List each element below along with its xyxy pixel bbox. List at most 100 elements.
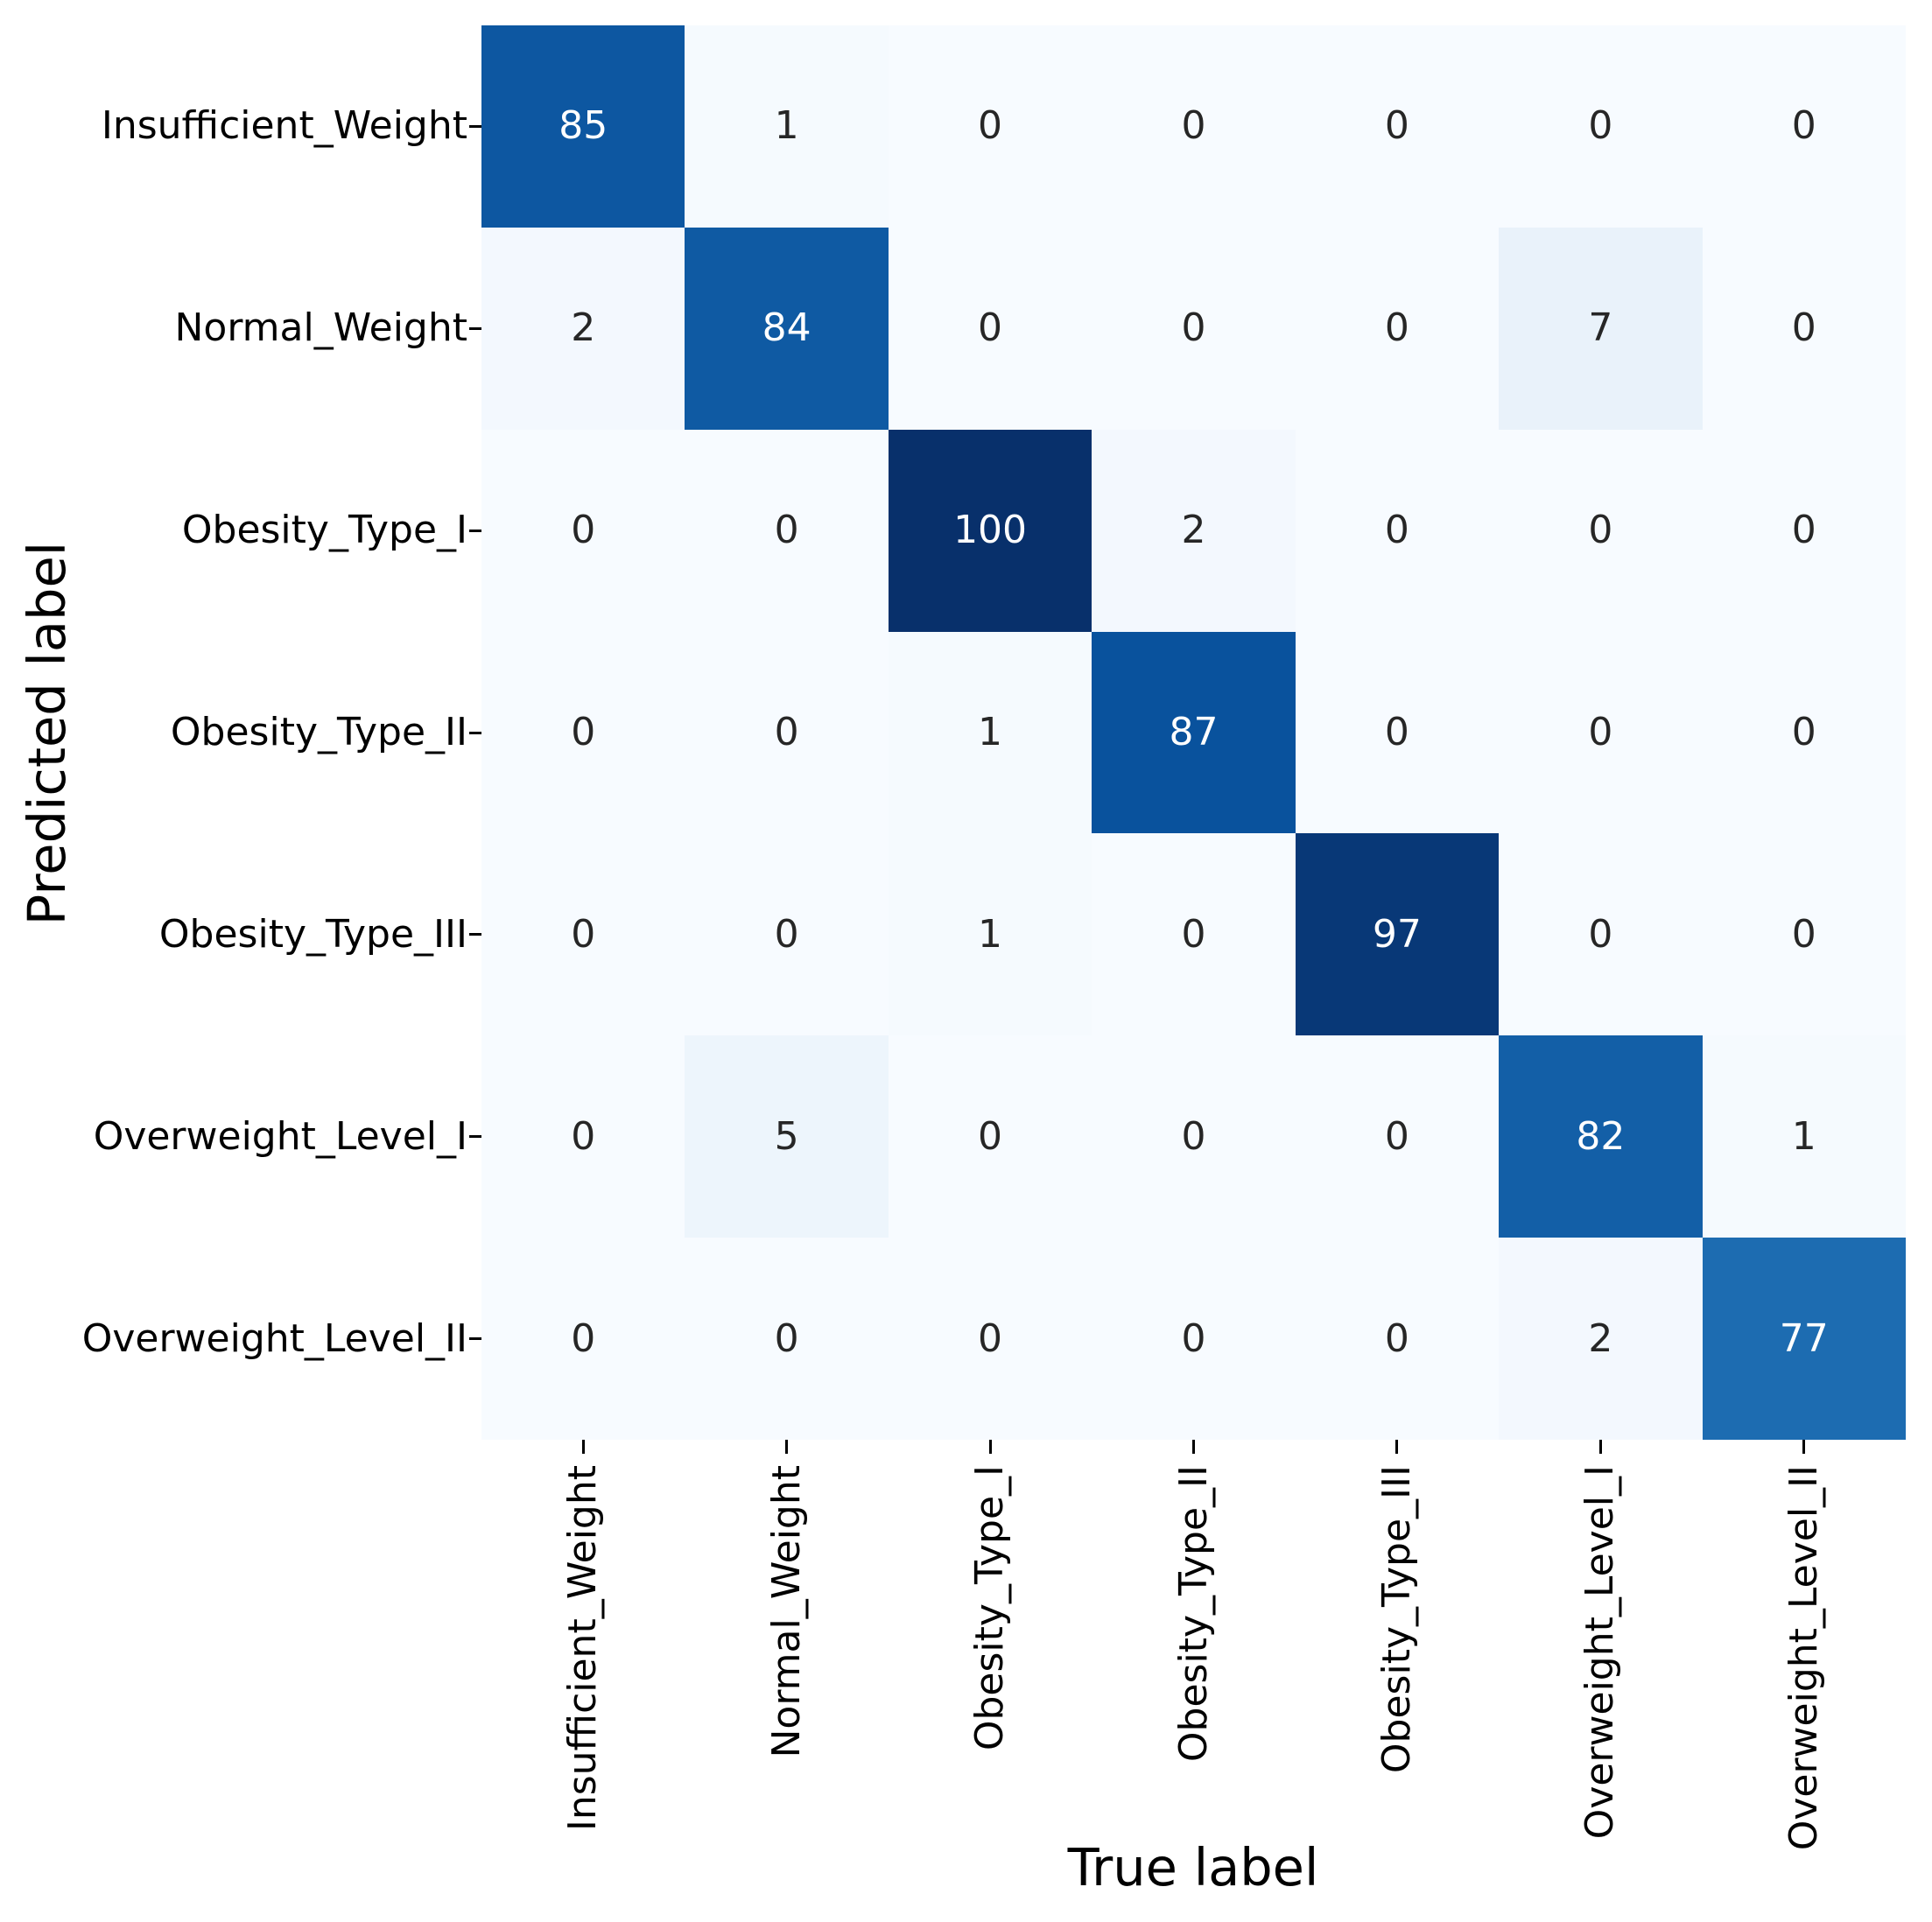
cell-value: 1 <box>978 911 1003 957</box>
cell-value: 87 <box>1169 709 1219 754</box>
heatmap-cell: 82 <box>1499 1035 1703 1238</box>
y-tick-label: Overweight_Level_I <box>93 1113 467 1159</box>
x-tick-mark <box>988 1440 992 1454</box>
cell-value: 0 <box>1791 508 1816 553</box>
y-tick-mark <box>469 326 481 330</box>
cell-value: 0 <box>774 1315 799 1361</box>
cell-value: 100 <box>953 508 1028 553</box>
cell-value: 0 <box>1384 305 1409 351</box>
cell-value: 0 <box>1181 1315 1206 1361</box>
y-tick-mark <box>469 1337 481 1341</box>
heatmap-cell: 0 <box>1295 1238 1500 1440</box>
cell-value: 0 <box>978 1113 1003 1159</box>
cell-value: 2 <box>1588 1315 1613 1361</box>
heatmap-cell: 0 <box>1092 25 1296 228</box>
y-tick-label: Overweight_Level_II <box>81 1315 467 1361</box>
cell-value: 0 <box>1384 103 1409 149</box>
heatmap-cell: 0 <box>1499 429 1703 632</box>
heatmap-cell: 0 <box>1295 631 1500 834</box>
cell-value: 2 <box>1181 508 1206 553</box>
x-tick-label: Overweight_Level_I <box>1577 1465 1623 1840</box>
cell-value: 1 <box>978 709 1003 754</box>
heatmap-cell: 0 <box>685 631 889 834</box>
heatmap-cell: 0 <box>888 227 1092 430</box>
cell-value: 1 <box>774 103 799 149</box>
heatmap-cell: 2 <box>1499 1238 1703 1440</box>
heatmap-cell: 100 <box>888 429 1092 632</box>
heatmap-cell: 0 <box>481 631 685 834</box>
heatmap-cell: 1 <box>888 833 1092 1036</box>
heatmap-cell: 0 <box>1295 429 1500 632</box>
heatmap-cell: 97 <box>1295 833 1500 1036</box>
cell-value: 0 <box>774 709 799 754</box>
cell-value: 0 <box>1181 103 1206 149</box>
heatmap-cell: 1 <box>685 25 889 228</box>
y-tick-mark <box>469 731 481 734</box>
heatmap-grid: 85 1 0 0 0 0 0 2 84 0 0 0 7 0 0 0 100 2 0 0 0 0 0 1 87 0 0 0 0 0 1 0 97 0… <box>481 25 1906 1440</box>
x-axis-label: True label <box>1067 1837 1319 1897</box>
cell-value: 85 <box>559 103 608 149</box>
cell-value: 97 <box>1372 911 1422 957</box>
heatmap-cell: 84 <box>685 227 889 430</box>
heatmap-cell: 7 <box>1499 227 1703 430</box>
x-tick-label: Overweight_Level_II <box>1781 1465 1826 1851</box>
heatmap-cell: 87 <box>1092 631 1296 834</box>
cell-value: 0 <box>571 508 596 553</box>
cell-value: 0 <box>1384 709 1409 754</box>
heatmap-cell: 1 <box>888 631 1092 834</box>
cell-value: 5 <box>774 1113 799 1159</box>
heatmap-cell: 0 <box>1702 227 1906 430</box>
cell-value: 2 <box>571 305 596 351</box>
cell-value: 0 <box>774 911 799 957</box>
x-tick-label: Insufficient_Weight <box>560 1465 606 1832</box>
cell-value: 0 <box>1384 1315 1409 1361</box>
heatmap-cell: 5 <box>685 1035 889 1238</box>
x-tick-mark <box>1598 1440 1602 1454</box>
cell-value: 0 <box>1384 1113 1409 1159</box>
heatmap-cell: 0 <box>1702 631 1906 834</box>
y-tick-label: Obesity_Type_III <box>158 911 467 957</box>
cell-value: 0 <box>774 508 799 553</box>
heatmap-cell: 2 <box>1092 429 1296 632</box>
x-tick-label: Normal_Weight <box>763 1465 809 1758</box>
heatmap-cell: 0 <box>888 1035 1092 1238</box>
y-tick-mark <box>469 124 481 128</box>
cell-value: 0 <box>1588 103 1613 149</box>
x-tick-label: Obesity_Type_II <box>1170 1465 1216 1763</box>
cell-value: 82 <box>1576 1113 1626 1159</box>
cell-value: 0 <box>1791 103 1816 149</box>
heatmap-cell: 0 <box>1702 25 1906 228</box>
cell-value: 0 <box>1791 709 1816 754</box>
heatmap-cell: 77 <box>1702 1238 1906 1440</box>
heatmap-cell: 0 <box>888 25 1092 228</box>
y-tick-mark <box>469 1135 481 1139</box>
cell-value: 0 <box>1181 911 1206 957</box>
y-tick-label: Obesity_Type_I <box>181 508 467 553</box>
y-tick-label: Insufficient_Weight <box>101 103 467 149</box>
cell-value: 0 <box>1181 1113 1206 1159</box>
heatmap-cell: 0 <box>1092 227 1296 430</box>
heatmap-cell: 2 <box>481 227 685 430</box>
x-tick-mark <box>1802 1440 1806 1454</box>
x-tick-mark <box>1395 1440 1399 1454</box>
heatmap-cell: 0 <box>1092 1238 1296 1440</box>
heatmap-cell: 0 <box>481 1238 685 1440</box>
cell-value: 0 <box>1791 305 1816 351</box>
cell-value: 0 <box>1588 911 1613 957</box>
cell-value: 0 <box>571 709 596 754</box>
cell-value: 0 <box>571 1113 596 1159</box>
heatmap-cell: 0 <box>1295 227 1500 430</box>
cell-value: 1 <box>1791 1113 1816 1159</box>
heatmap-cell: 1 <box>1702 1035 1906 1238</box>
heatmap-cell: 0 <box>685 1238 889 1440</box>
cell-value: 0 <box>1181 305 1206 351</box>
y-tick-label: Normal_Weight <box>174 305 468 351</box>
heatmap-cell: 0 <box>481 429 685 632</box>
heatmap-cell: 0 <box>685 833 889 1036</box>
heatmap-cell: 0 <box>481 1035 685 1238</box>
heatmap-cell: 0 <box>1092 1035 1296 1238</box>
heatmap-cell: 0 <box>481 833 685 1036</box>
y-tick-mark <box>469 933 481 936</box>
y-tick-mark <box>469 529 481 532</box>
